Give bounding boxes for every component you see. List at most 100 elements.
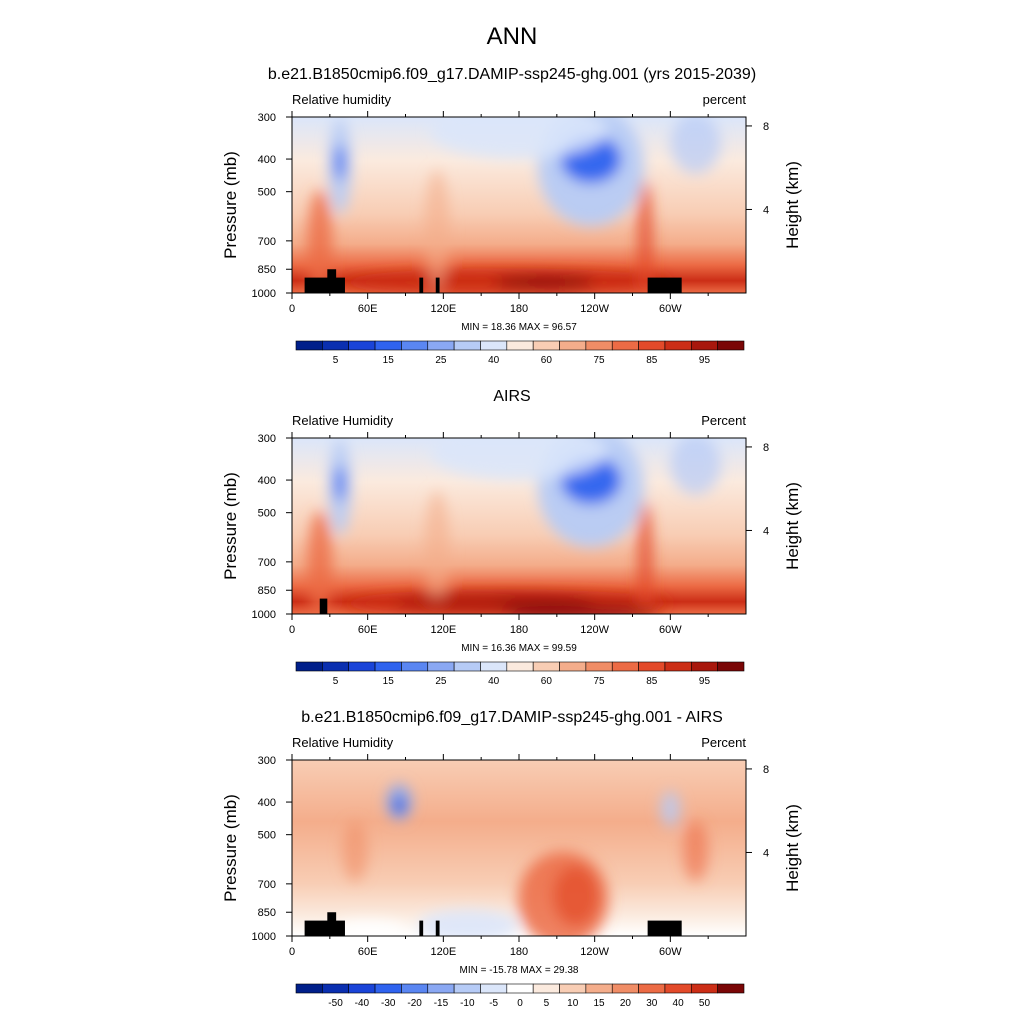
field-features — [307, 117, 721, 293]
x-tick-label: 0 — [289, 946, 295, 958]
plot-area — [292, 760, 746, 936]
colorbar-swatch — [690, 661, 718, 672]
stats-label: MIN = 18.36 MAX = 96.57 — [461, 322, 577, 333]
colorbar-tick-label: 50 — [699, 998, 711, 1009]
y-tick-label: 400 — [258, 154, 276, 166]
y2-tick-label: 8 — [763, 764, 769, 776]
colorbar-swatch — [532, 340, 560, 351]
colorbar-swatch — [717, 661, 745, 672]
colorbar-tick-label: 95 — [699, 355, 711, 366]
colorbar-tick-label: 85 — [646, 676, 658, 687]
y2-axis-label: Height (km) — [783, 482, 802, 570]
field-blob — [430, 117, 608, 159]
field-blob — [553, 865, 599, 926]
colorbar-swatch — [638, 661, 666, 672]
colorbar-swatch — [585, 661, 613, 672]
field-blob — [424, 491, 450, 612]
units-label: Percent — [701, 735, 746, 750]
colorbar-swatch — [401, 983, 429, 994]
y-tick-label: 1000 — [252, 931, 276, 943]
colorbar-swatch — [690, 340, 718, 351]
colorbar-tick-label: 40 — [673, 998, 685, 1009]
variable-label: Relative humidity — [292, 92, 391, 107]
units-label: Percent — [701, 413, 746, 428]
variable-label: Relative Humidity — [292, 735, 394, 750]
colorbar-swatch — [690, 983, 718, 994]
colorbar-swatch — [295, 983, 323, 994]
field-blob — [660, 791, 681, 828]
colorbar-tick-label: -20 — [407, 998, 422, 1009]
plot-area — [292, 117, 746, 293]
x-tick-label: 60W — [659, 303, 682, 315]
colorbar-tick-label: 40 — [488, 355, 500, 366]
colorbar-swatch — [664, 661, 692, 672]
y-axis-label: Pressure (mb) — [221, 794, 240, 902]
colorbar-swatch — [480, 661, 508, 672]
y-tick-label: 700 — [258, 236, 276, 248]
x-tick-label: 0 — [289, 624, 295, 636]
y2-tick-label: 8 — [763, 121, 769, 133]
colorbar-swatch — [322, 983, 350, 994]
x-tick-label: 60E — [358, 303, 378, 315]
colorbar-swatch — [453, 661, 481, 672]
colorbar-tick-label: 95 — [699, 676, 711, 687]
colorbar-tick-label: 10 — [567, 998, 579, 1009]
colorbar-swatch — [427, 983, 455, 994]
x-tick-label: 60W — [659, 946, 682, 958]
colorbar-swatch — [427, 340, 455, 351]
topography-mask — [319, 598, 328, 614]
colorbar-swatch — [401, 661, 429, 672]
colorbar-tick-label: 40 — [488, 676, 500, 687]
y2-tick-label: 4 — [763, 847, 769, 859]
chart-panel-3: b.e21.B1850cmip6.f09_g17.DAMIP-ssp245-gh… — [221, 709, 802, 1009]
x-tick-label: 180 — [510, 303, 528, 315]
colorbar-tick-label: 75 — [593, 355, 605, 366]
y2-tick-label: 4 — [763, 525, 769, 537]
y-tick-label: 1000 — [252, 609, 276, 621]
x-tick-label: 60E — [358, 946, 378, 958]
field-blob — [307, 189, 333, 293]
colorbar-swatch — [611, 661, 639, 672]
x-tick-label: 60E — [358, 624, 378, 636]
colorbar-swatch — [638, 983, 666, 994]
colorbar-tick-label: 30 — [646, 998, 658, 1009]
y-tick-label: 500 — [258, 830, 276, 842]
field-blob — [506, 602, 658, 614]
field-blob — [418, 909, 519, 936]
field-blob — [430, 438, 608, 480]
colorbar-swatch — [506, 661, 534, 672]
colorbar-tick-label: -50 — [328, 998, 343, 1009]
x-tick-label: 60W — [659, 624, 682, 636]
y-tick-label: 1000 — [252, 288, 276, 300]
field-blob — [670, 117, 721, 174]
topography-mask — [435, 277, 440, 293]
colorbar-tick-label: 15 — [383, 355, 395, 366]
y-tick-label: 850 — [258, 264, 276, 276]
colorbar-tick-label: 15 — [383, 676, 395, 687]
field-blob — [670, 438, 721, 495]
x-tick-label: 120E — [430, 624, 456, 636]
x-tick-label: 120W — [580, 303, 609, 315]
y-tick-label: 400 — [258, 475, 276, 487]
x-tick-label: 120E — [430, 946, 456, 958]
colorbar-swatch — [348, 661, 376, 672]
field-features — [307, 438, 721, 614]
colorbar-swatch — [322, 661, 350, 672]
colorbar-swatch — [374, 661, 402, 672]
x-tick-label: 120W — [580, 946, 609, 958]
colorbar-tick-label: 15 — [593, 998, 605, 1009]
field-blob — [637, 501, 653, 614]
y-tick-label: 500 — [258, 187, 276, 199]
y2-tick-label: 4 — [763, 204, 769, 216]
topography-mask — [647, 277, 682, 293]
y-tick-label: 300 — [258, 755, 276, 767]
colorbar-tick-label: 75 — [593, 676, 605, 687]
colorbar-tick-label: -40 — [355, 998, 370, 1009]
stats-label: MIN = -15.78 MAX = 29.38 — [460, 965, 579, 976]
topography-mask — [304, 920, 345, 936]
stats-label: MIN = 16.36 MAX = 99.59 — [461, 643, 577, 654]
colorbar-swatch — [559, 983, 587, 994]
topography-mask — [304, 277, 345, 293]
colorbar-swatch — [717, 340, 745, 351]
